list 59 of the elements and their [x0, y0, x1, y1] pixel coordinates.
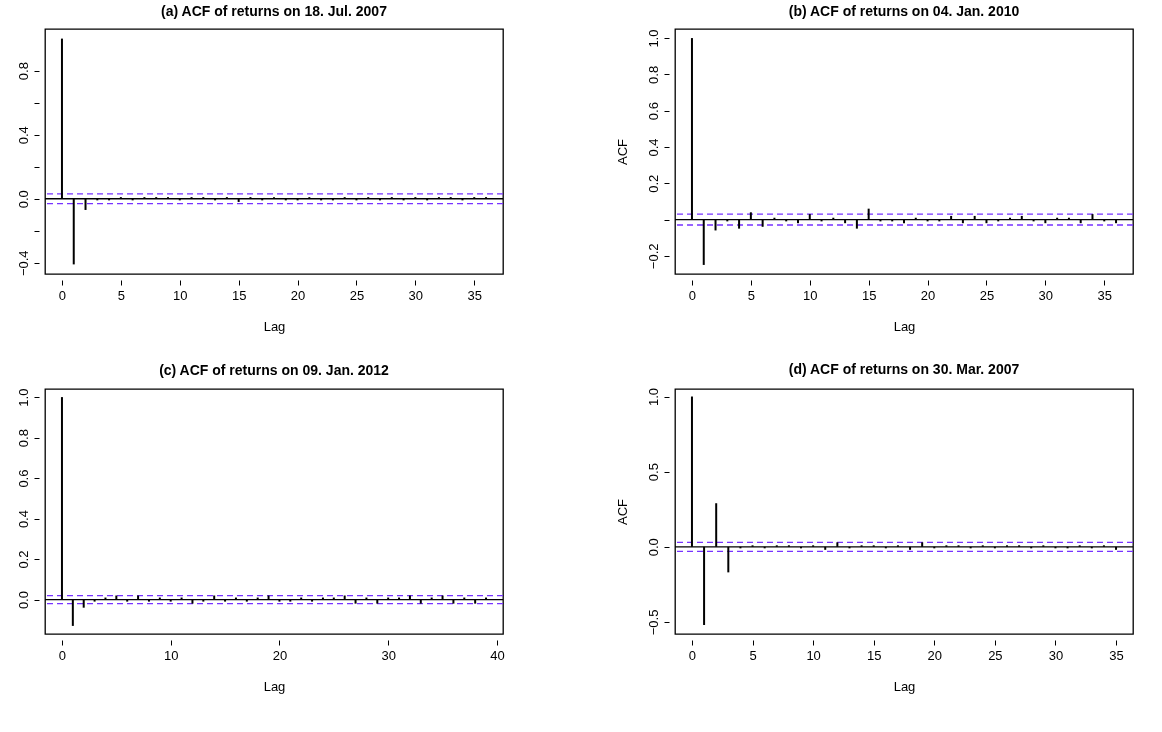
x-tick-label: 35	[1109, 647, 1124, 663]
x-tick-label: 25	[349, 287, 365, 303]
x-tick-label: 30	[381, 647, 396, 663]
x-tick-label: 15	[231, 287, 247, 303]
y-tick-label: 0.8	[15, 62, 31, 81]
y-tick-label: 0.0	[15, 190, 31, 209]
chart-title: (c) ACF of returns on 09. Jan. 2012	[159, 362, 390, 379]
x-tick-label: 20	[290, 287, 306, 303]
y-tick-label: 0.2	[15, 550, 31, 569]
chart-title: (b) ACF of returns on 04. Jan. 2010	[788, 3, 1020, 19]
x-tick-label: 15	[866, 647, 882, 663]
y-tick-label: 0.4	[645, 138, 661, 157]
x-axis-title: Lag	[893, 318, 916, 334]
x-tick-label: 30	[408, 287, 424, 303]
y-tick-label: 1.0	[645, 387, 661, 407]
y-tick-label: 0.8	[15, 429, 31, 448]
y-tick-label: 0.0	[15, 591, 31, 610]
y-tick-label: −0.5	[645, 609, 661, 636]
y-tick-label: 0.4	[15, 126, 31, 145]
y-tick-label: 0.4	[15, 510, 31, 529]
x-axis-title: Lag	[263, 318, 286, 334]
x-tick-label: 25	[979, 287, 995, 303]
y-axis-title: ACF	[614, 138, 630, 165]
x-axis-title: Lag	[893, 678, 916, 694]
x-tick-label: 0	[688, 647, 697, 663]
y-tick-label: 0.8	[645, 65, 661, 84]
x-tick-label: 20	[927, 647, 943, 663]
x-tick-label: 0	[58, 647, 67, 663]
y-tick-label: 0.0	[645, 538, 661, 557]
y-tick-label: 0.2	[645, 174, 661, 193]
x-tick-label: 20	[272, 647, 288, 663]
y-tick-label: 0.6	[15, 469, 31, 488]
x-tick-label: 40	[490, 647, 505, 663]
chart-title: (a) ACF of returns on 18. Jul. 2007	[161, 3, 388, 19]
x-tick-label: 10	[803, 287, 818, 303]
x-tick-label: 30	[1048, 647, 1064, 663]
x-tick-label: 15	[861, 287, 877, 303]
x-tick-label: 10	[806, 647, 821, 663]
y-tick-label: −0.4	[15, 250, 31, 277]
x-tick-label: 0	[58, 287, 67, 303]
x-axis-title: Lag	[263, 678, 286, 694]
y-tick-label: 0.5	[645, 463, 661, 482]
x-tick-label: 30	[1038, 287, 1054, 303]
y-axis-title: ACF	[614, 498, 630, 525]
y-tick-label: 1.0	[15, 388, 31, 407]
x-tick-label: 35	[467, 287, 482, 303]
x-tick-label: 20	[920, 287, 936, 303]
x-tick-label: 10	[163, 647, 179, 663]
x-tick-label: 5	[749, 647, 757, 663]
y-tick-label: −0.2	[645, 243, 661, 270]
x-tick-label: 35	[1097, 287, 1112, 303]
y-tick-label: 0.6	[645, 102, 661, 121]
y-tick-label: 1.0	[645, 29, 661, 48]
chart-title: (d) ACF of returns on 30. Mar. 2007	[788, 361, 1020, 378]
x-tick-label: 0	[688, 287, 697, 303]
x-tick-label: 5	[117, 287, 125, 303]
x-tick-label: 5	[747, 287, 755, 303]
x-tick-label: 25	[988, 647, 1003, 663]
x-tick-label: 10	[173, 287, 188, 303]
